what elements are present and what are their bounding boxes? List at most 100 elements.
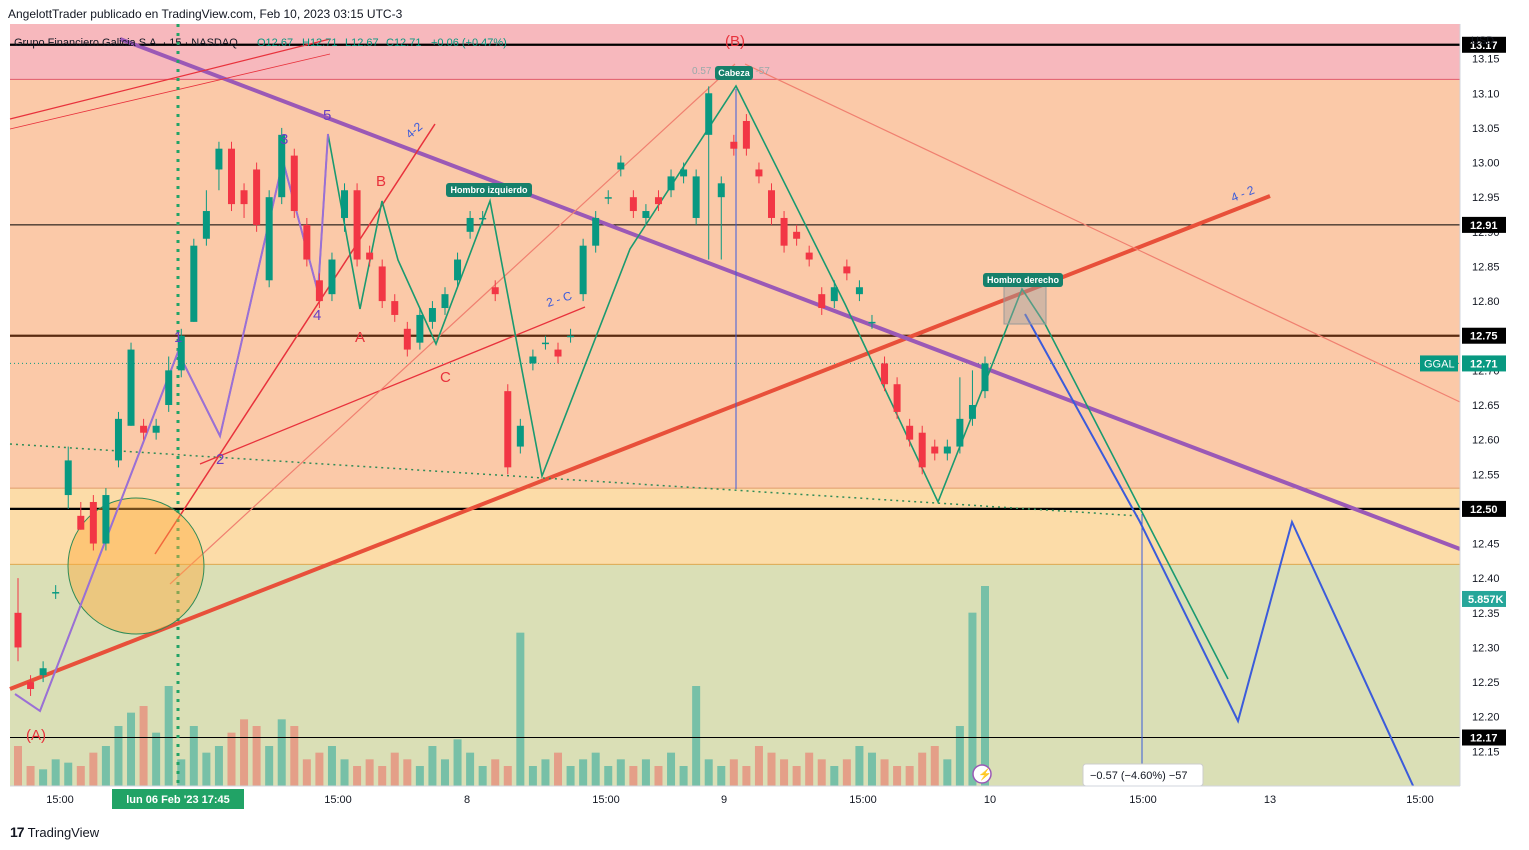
volume-bar: [89, 752, 98, 786]
wave-label-5: 5: [323, 107, 331, 124]
volume-bar: [26, 766, 35, 786]
candle: [968, 370, 976, 426]
volume-bar: [554, 752, 563, 786]
price-tick: 12.30: [1472, 642, 1500, 654]
pattern-head: Cabeza: [718, 68, 751, 78]
candle: [943, 439, 951, 461]
price-tick: 12.60: [1472, 435, 1500, 447]
wave-label-4: 4: [313, 307, 321, 324]
candle-body: [39, 668, 47, 676]
candle-body: [77, 515, 85, 530]
candle: [780, 211, 788, 253]
downtrend-line: [119, 37, 1461, 551]
candle: [165, 356, 173, 412]
neckline-dotted: [9, 443, 1141, 517]
candle: [730, 134, 738, 156]
candle: [114, 411, 122, 468]
legend: Grupo Financiero Galicia S.A. · 15 · NAS…: [14, 35, 1494, 49]
candle-body: [27, 682, 35, 690]
candle: [830, 280, 838, 309]
candle-body: [428, 308, 436, 322]
candle-body: [278, 134, 286, 198]
candle-body: [604, 197, 612, 199]
candle: [127, 342, 135, 426]
volume-bar: [227, 732, 236, 786]
wave-label-1: 1: [174, 329, 182, 346]
price-tick: 12.25: [1472, 677, 1500, 689]
volume-bar: [893, 766, 902, 786]
candle-body: [491, 287, 499, 295]
volume-bar: [403, 759, 412, 786]
tradingview-logo-icon: 17: [10, 824, 25, 840]
candle: [378, 259, 386, 309]
candle-body: [177, 335, 185, 371]
candle: [604, 190, 612, 205]
candle: [654, 190, 662, 212]
candle-body: [52, 592, 60, 594]
candle-body: [642, 211, 650, 218]
volume-bar: [64, 762, 73, 786]
candle: [529, 349, 537, 371]
last-price-badge-bg: [1462, 355, 1506, 372]
volume-bar: [717, 766, 726, 786]
volume-bar: [604, 766, 613, 786]
volume-bar: [152, 732, 161, 786]
candle: [64, 446, 72, 509]
time-tick: 15:00: [592, 794, 620, 806]
volume-bar: [842, 759, 851, 786]
candle: [805, 245, 813, 267]
salmon-line-1: [169, 63, 736, 585]
wave-label-B-sub: B: [376, 173, 386, 190]
volume-bar: [139, 706, 148, 786]
price-tick: 12.85: [1472, 261, 1500, 273]
candle-body: [315, 280, 323, 302]
candle-body: [554, 349, 562, 357]
candle: [906, 418, 914, 447]
symbol-tag-bg: [1420, 355, 1458, 372]
candle-body: [617, 162, 625, 170]
volume-bar: [754, 746, 763, 786]
pattern-right-shoulder: Hombro derecho: [987, 275, 1060, 285]
candle: [102, 488, 110, 551]
candle: [341, 183, 349, 232]
candle: [215, 141, 223, 191]
candle-body: [127, 349, 135, 426]
candle: [89, 495, 97, 551]
candle: [366, 245, 374, 267]
time-tick: 8: [464, 794, 470, 806]
candle-body: [918, 432, 926, 468]
candle-body: [152, 425, 160, 433]
level-badge: 12.17: [1470, 733, 1498, 745]
candle: [868, 314, 876, 329]
candle: [466, 211, 474, 239]
price-tick: 13.15: [1472, 54, 1500, 66]
wave-label-2: 2: [216, 451, 224, 468]
candle-body: [466, 217, 474, 232]
volume-bar: [353, 766, 362, 786]
volume-bar: [528, 766, 537, 786]
candle-body: [629, 197, 637, 212]
volume-bar: [189, 726, 198, 786]
time-tick: 10: [984, 794, 996, 806]
volume-bar: [340, 759, 349, 786]
volume-bar: [127, 712, 136, 786]
volume-bar: [880, 759, 889, 786]
candle-body: [140, 425, 148, 433]
candle-body: [504, 391, 512, 468]
candle-body: [567, 335, 575, 338]
tradingview-footer: 17 TradingView: [10, 824, 99, 840]
volume-bar: [453, 739, 462, 786]
candle-body: [529, 356, 537, 364]
candle: [140, 418, 148, 440]
volume-bar: [252, 726, 261, 786]
volume-bar: [365, 759, 374, 786]
candle-body: [265, 197, 273, 281]
candle-body: [202, 211, 210, 239]
volume-bar: [667, 752, 676, 786]
volume-bar: [390, 752, 399, 786]
salmon-line-2: [744, 63, 1461, 403]
volume-bar: [654, 766, 663, 786]
level-badge: 12.75: [1470, 331, 1498, 343]
candle: [680, 162, 688, 184]
